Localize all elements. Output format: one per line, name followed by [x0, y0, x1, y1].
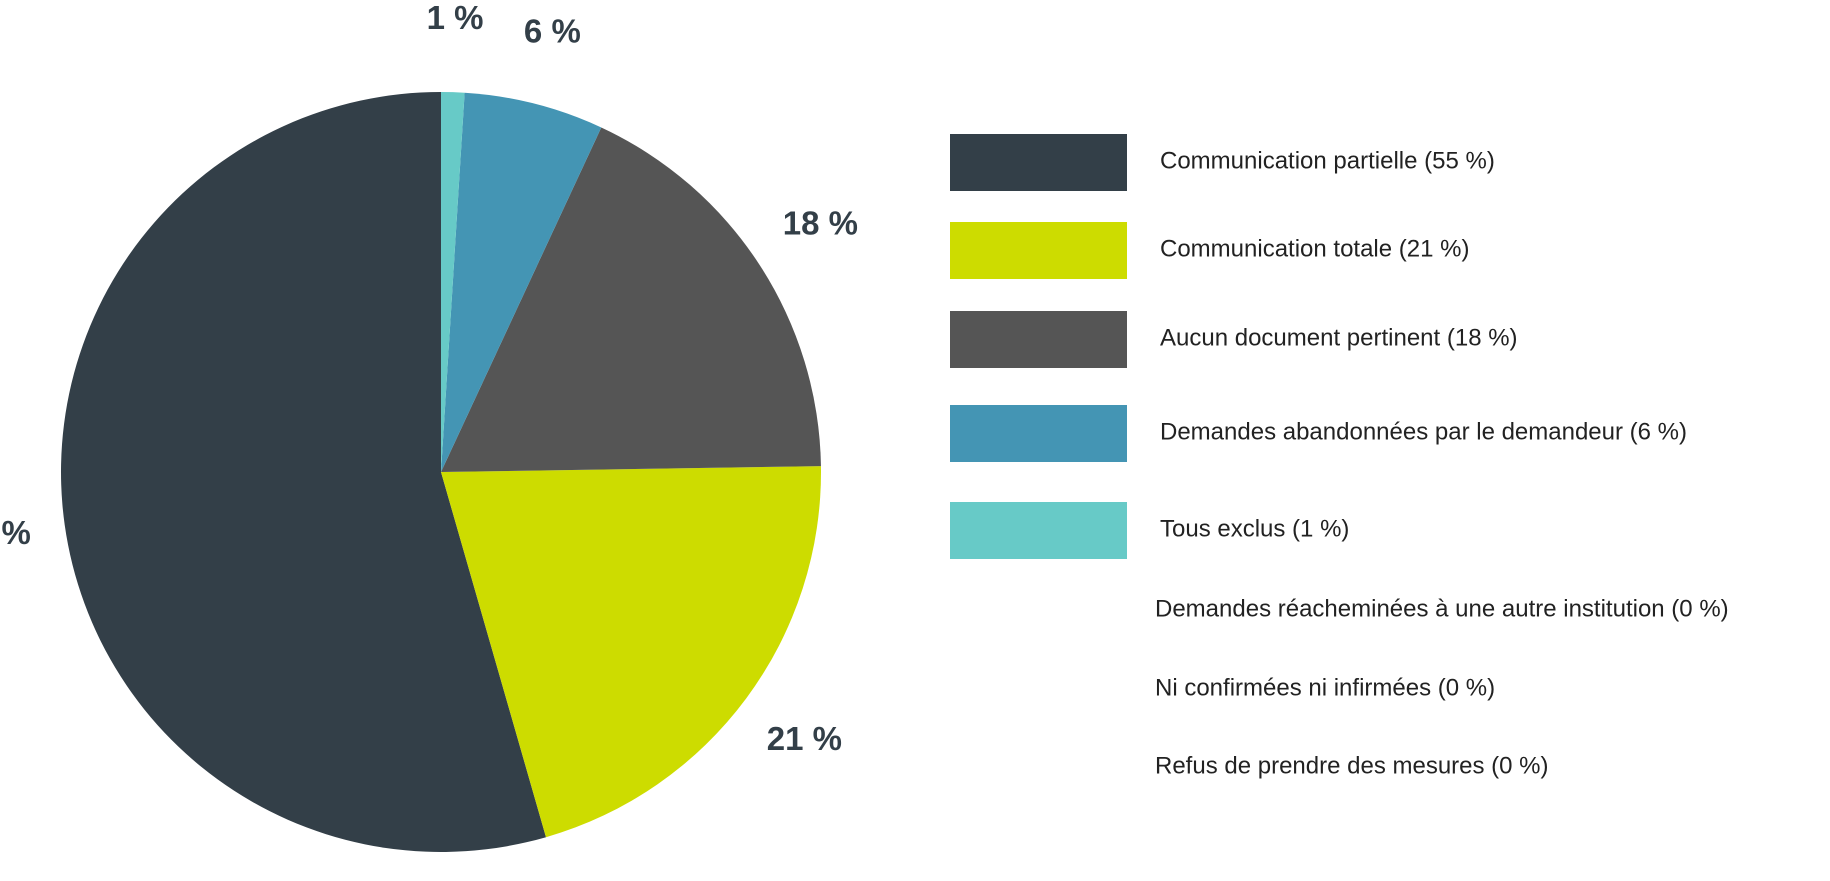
- data-label: 21 %: [767, 720, 842, 757]
- data-label: 55 %: [0, 514, 31, 551]
- legend-label: Communication totale (21 %): [1160, 235, 1469, 262]
- legend-swatch: [950, 502, 1127, 559]
- pie-slice: [441, 92, 602, 472]
- legend-swatch: [950, 222, 1127, 279]
- data-label: 6 %: [524, 12, 581, 49]
- pie-slice: [61, 92, 546, 853]
- pie-slice: [441, 92, 465, 472]
- legend-label: Ni confirmées ni infirmées (0 %): [1155, 674, 1495, 701]
- legend-label: Demandes abandonnées par le demandeur (6…: [1160, 418, 1687, 445]
- legend-label: Aucun document pertinent (18 %): [1160, 324, 1518, 351]
- legend-swatch: [950, 134, 1127, 191]
- data-label: 1 %: [427, 0, 484, 36]
- legend-label: Refus de prendre des mesures (0 %): [1155, 752, 1549, 779]
- legend-label: Tous exclus (1 %): [1160, 515, 1349, 542]
- legend-swatch: [950, 311, 1127, 368]
- pie-slice: [441, 466, 821, 838]
- legend-label: Demandes réacheminées à une autre instit…: [1155, 595, 1729, 622]
- legend-label: Communication partielle (55 %): [1160, 147, 1495, 174]
- data-label: 18 %: [783, 205, 858, 242]
- legend-swatch: [950, 405, 1127, 462]
- pie-slice: [441, 127, 821, 472]
